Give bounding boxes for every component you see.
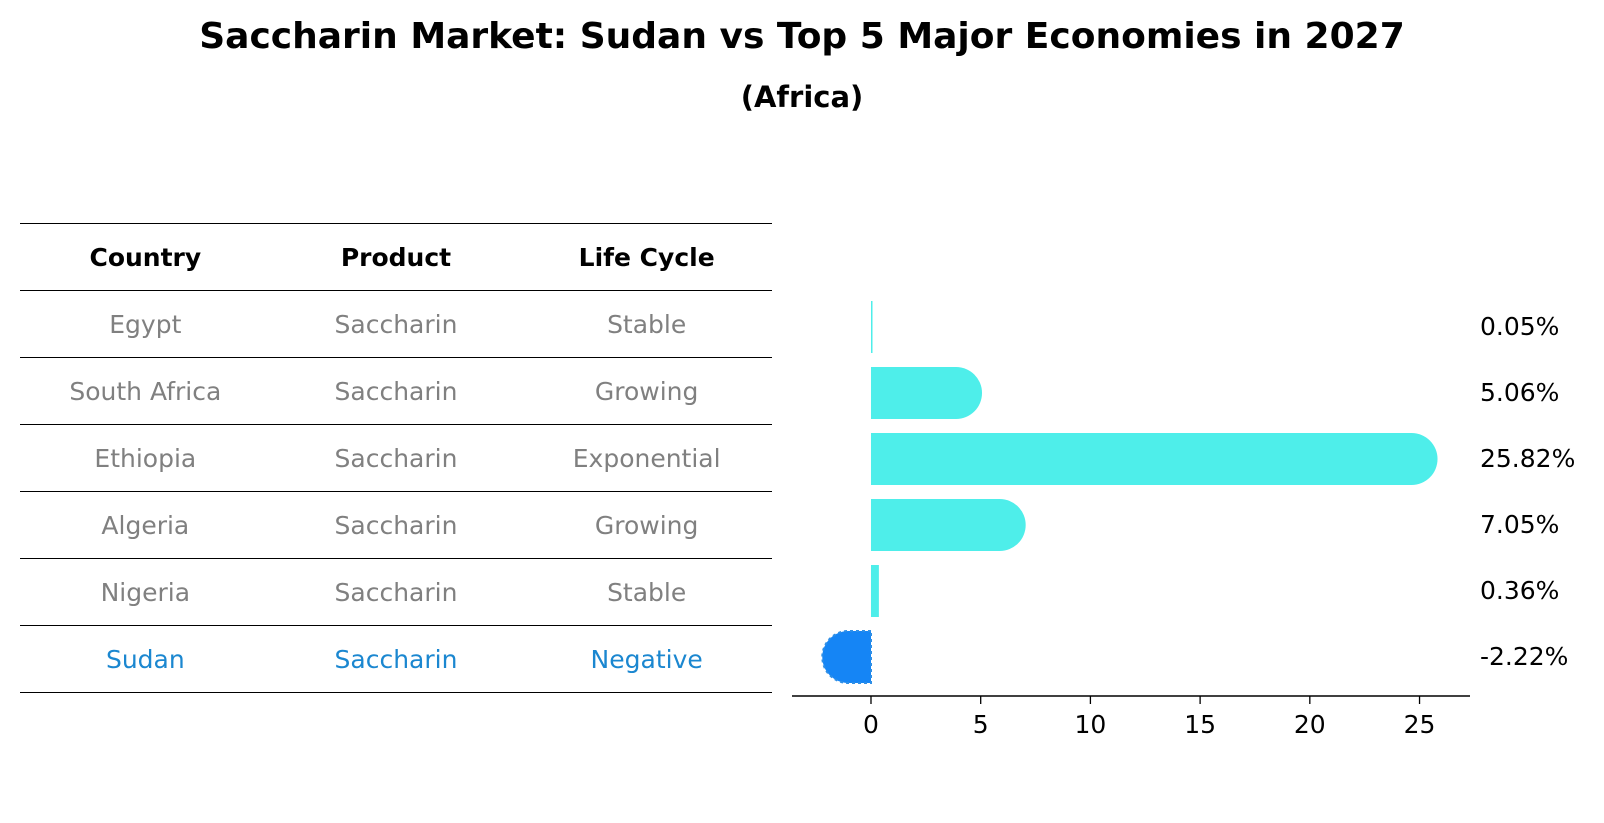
data-label: 25.82% (1480, 444, 1575, 473)
table-row-highlight: Sudan Saccharin Negative (20, 625, 772, 693)
cell-country: South Africa (20, 357, 271, 425)
data-label: 0.05% (1480, 312, 1559, 341)
bar-south-africa (870, 367, 983, 419)
data-label: 0.36% (1480, 576, 1559, 605)
bar-ethiopia (870, 433, 1438, 485)
chart-subtitle: (Africa) (740, 80, 864, 114)
cell-product: Saccharin (270, 491, 522, 559)
cell-product: Saccharin (270, 625, 522, 693)
cell-life-cycle: Stable (521, 558, 772, 626)
table-row: South Africa Saccharin Growing (20, 357, 772, 425)
chart-title: Saccharin Market: Sudan vs Top 5 Major E… (199, 16, 1405, 57)
cell-country: Algeria (20, 491, 271, 559)
cell-country: Egypt (20, 290, 271, 358)
cell-country: Nigeria (20, 558, 271, 626)
cell-life-cycle: Negative (521, 625, 772, 693)
bar-egypt (870, 301, 873, 353)
bar-algeria (870, 499, 1026, 551)
cell-country: Sudan (20, 625, 271, 693)
header-product: Product (270, 223, 522, 291)
x-tick-label: 0 (863, 710, 879, 739)
header-life-cycle: Life Cycle (521, 223, 772, 291)
bar-nigeria (870, 565, 879, 617)
x-tick-label: 5 (973, 710, 989, 739)
x-tick-label: 10 (1075, 710, 1107, 739)
table-row: Egypt Saccharin Stable (20, 290, 772, 358)
table-row: Ethiopia Saccharin Exponential (20, 424, 772, 492)
cell-life-cycle: Growing (521, 491, 772, 559)
table-row: Algeria Saccharin Growing (20, 491, 772, 559)
data-label: -2.22% (1480, 642, 1568, 671)
cell-life-cycle: Stable (521, 290, 772, 358)
table-header-row: Country Product Life Cycle (20, 223, 772, 291)
x-tick-label: 15 (1184, 710, 1216, 739)
x-tick-label: 25 (1404, 710, 1436, 739)
cell-product: Saccharin (270, 290, 522, 358)
country-table: Country Product Life Cycle Egypt Sacchar… (20, 223, 772, 693)
cell-life-cycle: Growing (521, 357, 772, 425)
data-label: 5.06% (1480, 378, 1559, 407)
cell-product: Saccharin (270, 558, 522, 626)
bar-sudan (821, 630, 872, 684)
cell-country: Ethiopia (20, 424, 271, 492)
header-country: Country (20, 223, 271, 291)
table-row: Nigeria Saccharin Stable (20, 558, 772, 626)
data-label: 7.05% (1480, 510, 1559, 539)
x-tick-label: 20 (1294, 710, 1326, 739)
cell-product: Saccharin (270, 424, 522, 492)
cell-life-cycle: Exponential (521, 424, 772, 492)
cell-product: Saccharin (270, 357, 522, 425)
